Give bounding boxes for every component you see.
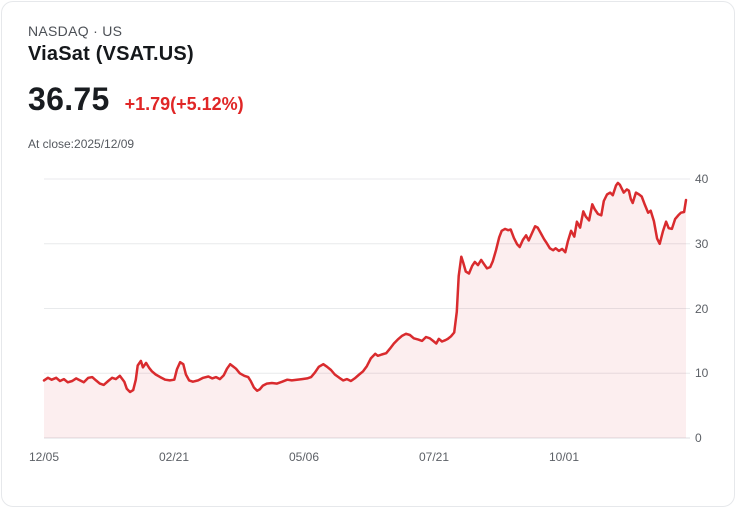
x-tick-label: 02/21 <box>158 450 190 464</box>
y-tick-label: 40 <box>695 172 709 186</box>
exchange-market-label: NASDAQ · US <box>28 23 123 39</box>
y-tick-label: 30 <box>695 236 709 251</box>
instrument-title: ViaSat (VSAT.US) <box>28 43 194 65</box>
y-tick-label: 10 <box>695 366 709 381</box>
y-tick-label: 20 <box>695 301 709 316</box>
last-price: 36.75 <box>28 81 110 117</box>
price-area <box>44 182 686 438</box>
as-of-timestamp: At close:2025/12/09 <box>28 137 135 151</box>
y-tick-label: 0 <box>695 431 702 445</box>
quote-header: NASDAQ · US ViaSat (VSAT.US) <box>28 23 194 66</box>
x-tick-label: 10/01 <box>549 450 580 464</box>
x-tick-label: 12/05 <box>28 450 60 464</box>
x-tick-label: 07/21 <box>418 450 450 464</box>
price-row: 36.75 +1.79(+5.12%) <box>28 81 244 118</box>
price-change: +1.79(+5.12%) <box>124 94 244 114</box>
price-line <box>42 181 688 394</box>
x-tick-label: 05/06 <box>288 450 320 464</box>
chart-gridlines <box>44 178 690 439</box>
